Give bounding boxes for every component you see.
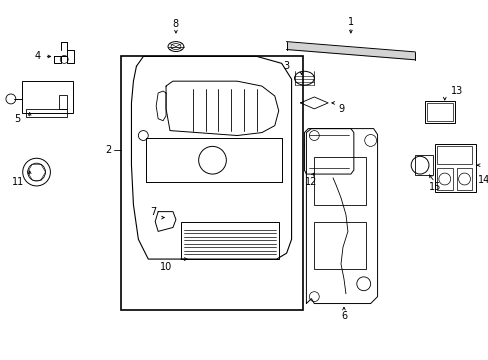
- Text: 6: 6: [340, 311, 346, 321]
- Bar: [414, 155, 432, 175]
- Text: 14: 14: [477, 175, 488, 185]
- Text: 12: 12: [305, 177, 317, 187]
- Bar: [436, 147, 471, 164]
- Bar: [314, 157, 365, 205]
- Text: 7: 7: [150, 207, 156, 217]
- Bar: [21, 81, 73, 113]
- Bar: [424, 101, 454, 123]
- Text: 3: 3: [283, 61, 289, 71]
- Bar: [314, 221, 365, 269]
- Bar: [436, 168, 452, 190]
- Text: 13: 13: [449, 86, 462, 96]
- Text: 9: 9: [337, 104, 344, 114]
- Text: 5: 5: [15, 114, 21, 124]
- Text: 8: 8: [173, 19, 179, 29]
- Bar: [434, 144, 475, 192]
- Text: 10: 10: [160, 262, 172, 272]
- Text: 2: 2: [105, 145, 112, 156]
- Text: 1: 1: [347, 17, 353, 27]
- Text: 15: 15: [428, 182, 440, 192]
- Bar: [121, 57, 303, 310]
- Bar: [426, 103, 452, 121]
- Text: 11: 11: [12, 177, 24, 187]
- Bar: [59, 95, 67, 109]
- Bar: [181, 221, 278, 259]
- Bar: [26, 109, 67, 117]
- Bar: [456, 168, 471, 190]
- Text: 4: 4: [35, 51, 41, 62]
